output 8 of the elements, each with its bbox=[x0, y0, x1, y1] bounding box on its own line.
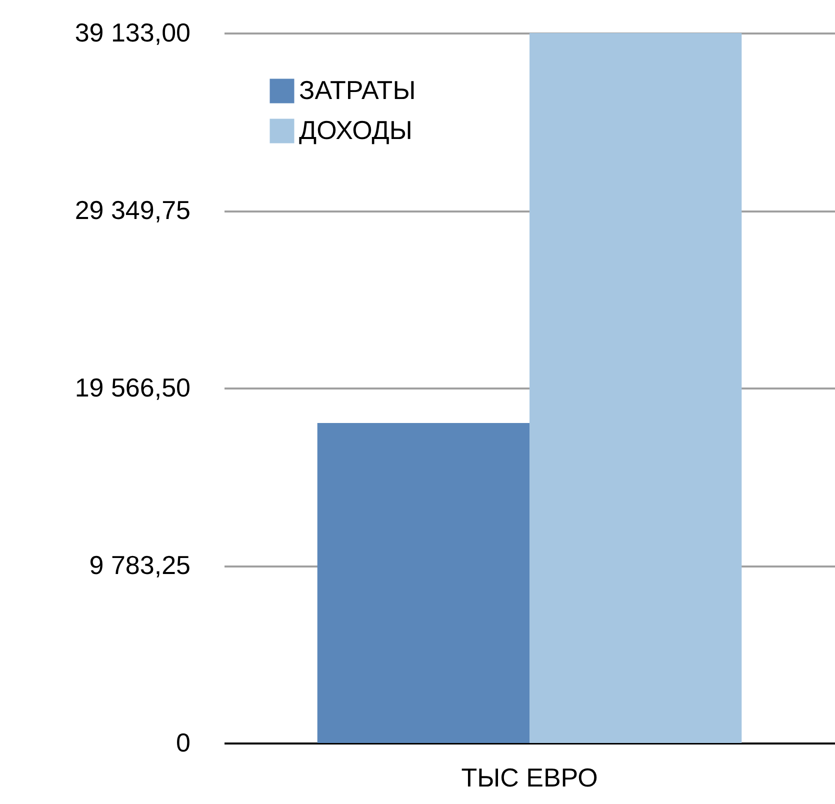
y-tick-label: 39 133,00 bbox=[74, 18, 190, 48]
legend-label: ЗАТРАТЫ bbox=[299, 75, 416, 105]
y-tick-label: 9 783,25 bbox=[89, 550, 190, 580]
y-tick-label: 19 566,50 bbox=[74, 372, 190, 402]
legend-label: ДОХОДЫ bbox=[299, 115, 412, 145]
y-tick-label: 0 bbox=[176, 728, 190, 758]
y-tick-label: 29 349,75 bbox=[74, 195, 190, 225]
x-tick-label: ТЫС ЕВРО bbox=[461, 762, 598, 792]
